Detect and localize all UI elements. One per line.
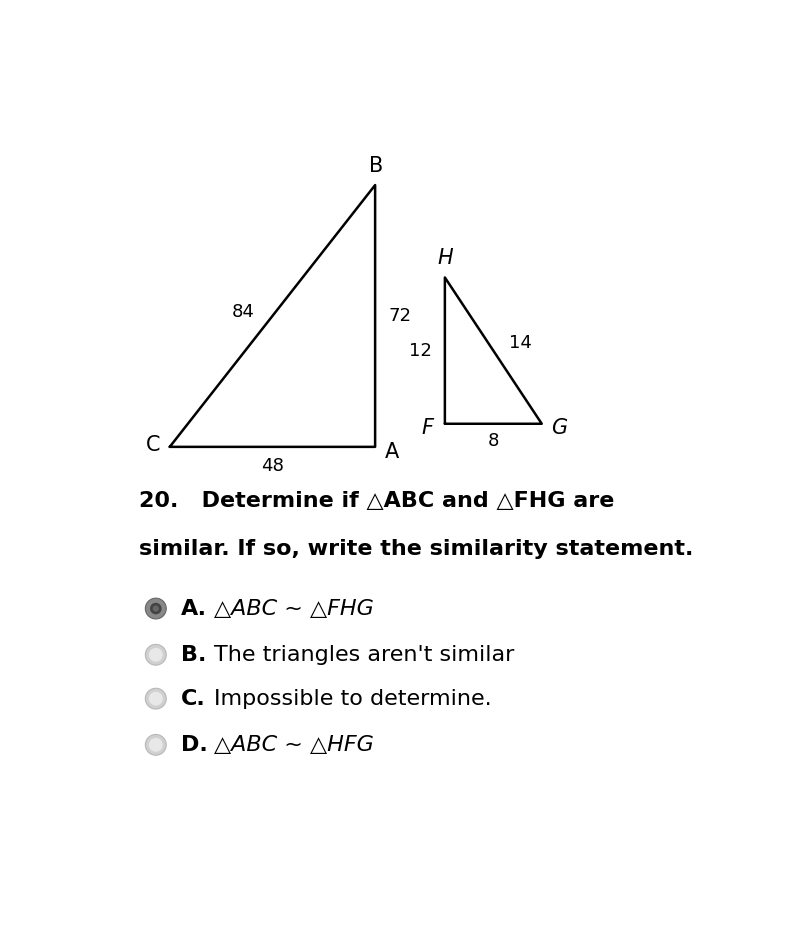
Circle shape [149,692,162,705]
Text: The triangles aren't similar: The triangles aren't similar [214,645,514,665]
Text: △ABC ~ △FHG: △ABC ~ △FHG [214,598,374,619]
Text: C.: C. [182,688,206,709]
Circle shape [146,688,166,709]
Text: 48: 48 [261,457,284,475]
Text: A.: A. [182,598,207,619]
Text: A: A [385,442,399,462]
Text: 12: 12 [409,342,431,360]
Circle shape [150,603,162,614]
Text: △ABC ~ △HFG: △ABC ~ △HFG [214,735,374,755]
Text: G: G [550,418,567,438]
Text: 8: 8 [488,432,499,450]
Text: Impossible to determine.: Impossible to determine. [214,688,491,709]
Text: D.: D. [182,735,208,755]
Text: H: H [437,248,453,269]
Circle shape [146,734,166,755]
Text: C: C [146,436,160,455]
Text: B.: B. [182,645,206,665]
Text: 14: 14 [509,334,532,352]
Text: F: F [422,418,434,438]
Circle shape [146,598,166,619]
Circle shape [149,738,162,752]
Text: 84: 84 [231,303,254,321]
Text: similar. If so, write the similarity statement.: similar. If so, write the similarity sta… [138,539,693,560]
Circle shape [149,648,162,662]
Circle shape [146,644,166,665]
Text: 20.   Determine if △ABC and △FHG are: 20. Determine if △ABC and △FHG are [138,491,614,511]
Text: B: B [369,156,383,176]
Circle shape [153,606,159,611]
Text: 72: 72 [389,307,411,325]
